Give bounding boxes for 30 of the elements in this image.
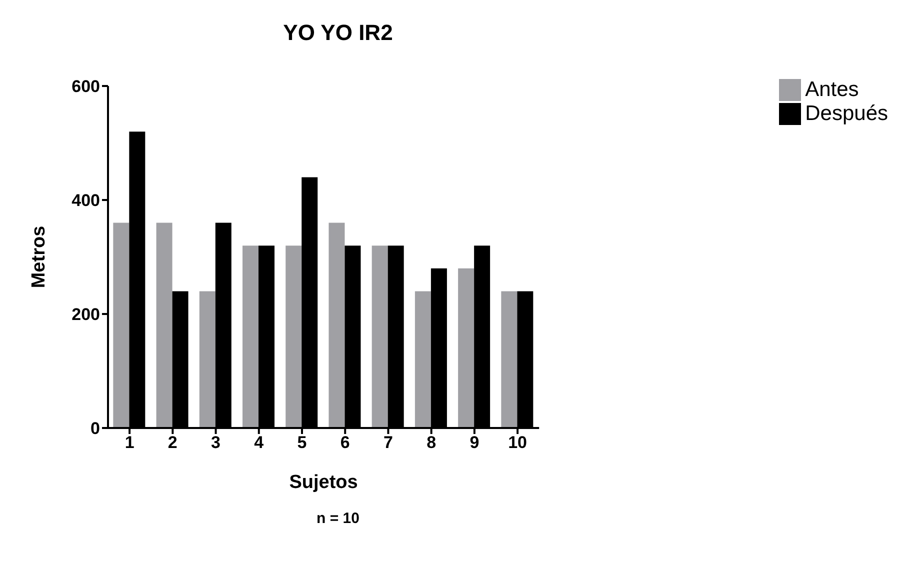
bar	[286, 246, 302, 428]
x-tick-label: 10	[508, 433, 528, 452]
bar	[328, 222, 345, 428]
x-tick-label: 1	[124, 433, 134, 452]
bar	[414, 291, 431, 428]
bar	[242, 246, 259, 428]
bar	[458, 268, 474, 428]
bar	[501, 291, 518, 428]
x-tick-label: 3	[211, 433, 221, 452]
y-tick-label: 0	[90, 419, 100, 438]
legend-label: Antes	[805, 78, 859, 101]
x-tick-label: 7	[383, 433, 393, 452]
x-tick-label: 5	[297, 433, 307, 452]
bar	[156, 222, 172, 428]
y-tick-label: 200	[72, 305, 100, 324]
text: n = 10	[316, 510, 360, 527]
x-tick-label: 9	[470, 433, 480, 452]
x-tick-label: 4	[254, 433, 264, 452]
y-axis-title: Metros	[28, 226, 50, 288]
x-tick-label: 8	[426, 433, 436, 452]
chart-title: YO YO IR2	[282, 20, 394, 46]
x-tick-label: 2	[168, 433, 178, 452]
x-axis-title: Sujetos	[289, 472, 358, 493]
legend-label: Después	[805, 102, 888, 125]
bar	[372, 246, 388, 428]
bar	[199, 291, 216, 428]
bar	[113, 222, 130, 428]
x-tick-label: 6	[340, 433, 350, 452]
y-tick-label: 400	[72, 191, 100, 210]
y-tick-label: 600	[72, 77, 100, 96]
